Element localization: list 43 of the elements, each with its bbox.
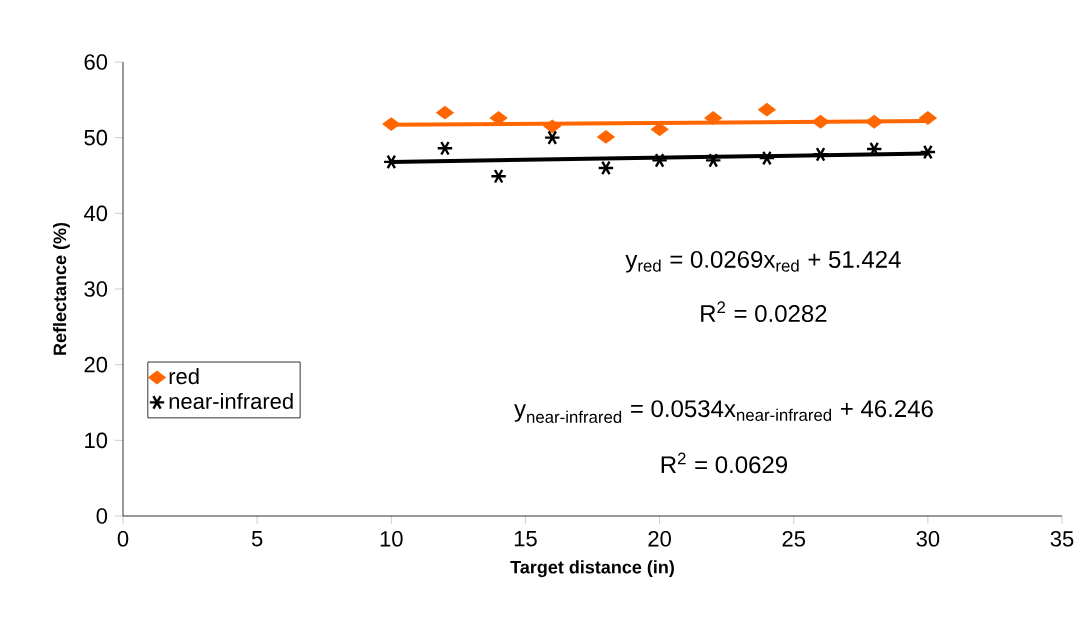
y-tick-label: 40 (83, 205, 108, 222)
point (919, 111, 937, 125)
point (543, 130, 561, 146)
point (704, 111, 722, 125)
point (597, 130, 615, 144)
legend-label: near-infrared (169, 392, 293, 410)
y-tick-label: 10 (85, 432, 108, 449)
point (436, 106, 454, 120)
x-tick-label: 35 (1050, 531, 1074, 547)
y-tick-label: 50 (84, 129, 108, 146)
y-tick-label: 0 (96, 508, 108, 524)
point (651, 152, 668, 168)
x-tick-label: 5 (251, 531, 263, 547)
annotation: R$^{2}$ = 0.0282 (701, 301, 827, 323)
y-tick-label: 20 (84, 356, 108, 373)
x-tick-label: 10 (380, 531, 403, 547)
y-axis-title: Reflectance (%) (53, 222, 70, 355)
point (382, 117, 400, 131)
x-tick-label: 0 (117, 531, 129, 547)
point (865, 115, 883, 129)
point (651, 122, 668, 136)
point (490, 111, 507, 125)
x-tick-label: 30 (916, 531, 940, 547)
point (597, 160, 615, 176)
point (543, 119, 561, 133)
point (704, 152, 722, 168)
legend-label: red (169, 368, 199, 385)
annotation: R$^{2}$ = 0.0629 (661, 452, 788, 474)
annotation: y$_{red}$ = 0.0269x$_{red}$ + 51.424 (625, 250, 901, 273)
annotation: $\text{y}_{\text{near-infrared}}\text{ = 0.0534x}_{\text{near-infrared}}\text{ + 46.246}$ (514, 400, 933, 424)
y-tick-label: 30 (84, 281, 108, 297)
point (490, 168, 507, 184)
x-tick-label: 25 (782, 531, 806, 547)
point (758, 150, 776, 166)
point (812, 115, 829, 129)
point (919, 144, 937, 160)
x-axis-title: Target distance (in) (510, 560, 674, 578)
point (758, 103, 776, 117)
x-tick-label: 20 (648, 531, 671, 547)
point (436, 140, 454, 156)
x-tick-label: 15 (514, 531, 537, 547)
point (812, 146, 829, 162)
y-tick-label: 60 (84, 54, 108, 70)
